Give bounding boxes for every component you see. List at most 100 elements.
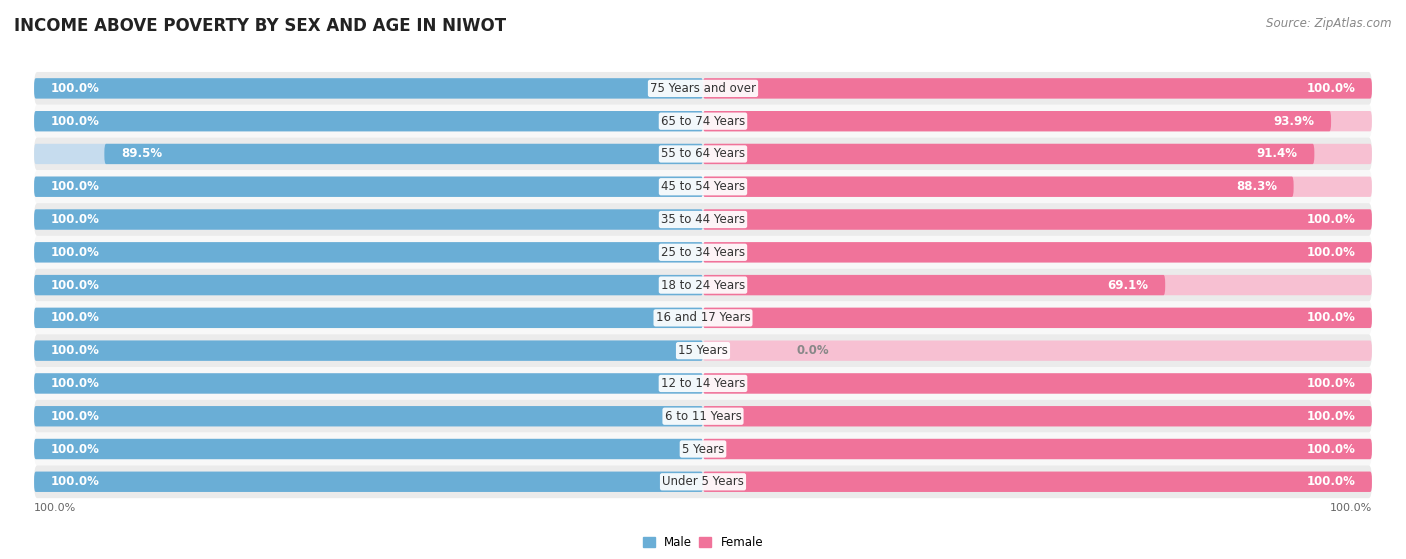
Text: 18 to 24 Years: 18 to 24 Years: [661, 278, 745, 292]
Text: 100.0%: 100.0%: [51, 443, 100, 456]
FancyBboxPatch shape: [34, 373, 703, 394]
Text: 0.0%: 0.0%: [797, 344, 830, 357]
Text: INCOME ABOVE POVERTY BY SEX AND AGE IN NIWOT: INCOME ABOVE POVERTY BY SEX AND AGE IN N…: [14, 17, 506, 35]
FancyBboxPatch shape: [703, 406, 1372, 427]
Text: 25 to 34 Years: 25 to 34 Years: [661, 246, 745, 259]
FancyBboxPatch shape: [703, 439, 1372, 459]
FancyBboxPatch shape: [34, 170, 1372, 203]
FancyBboxPatch shape: [703, 439, 1372, 459]
FancyBboxPatch shape: [34, 177, 703, 197]
FancyBboxPatch shape: [703, 78, 1372, 98]
FancyBboxPatch shape: [703, 275, 1166, 295]
Text: 100.0%: 100.0%: [51, 246, 100, 259]
FancyBboxPatch shape: [703, 275, 1372, 295]
Text: 100.0%: 100.0%: [1306, 443, 1355, 456]
Text: Under 5 Years: Under 5 Years: [662, 475, 744, 489]
Text: 5 Years: 5 Years: [682, 443, 724, 456]
Text: 100.0%: 100.0%: [1306, 410, 1355, 423]
FancyBboxPatch shape: [703, 406, 1372, 427]
FancyBboxPatch shape: [703, 242, 1372, 263]
Text: 35 to 44 Years: 35 to 44 Years: [661, 213, 745, 226]
Text: 100.0%: 100.0%: [51, 410, 100, 423]
FancyBboxPatch shape: [34, 334, 1372, 367]
FancyBboxPatch shape: [34, 138, 1372, 170]
FancyBboxPatch shape: [703, 472, 1372, 492]
FancyBboxPatch shape: [703, 144, 1315, 164]
FancyBboxPatch shape: [34, 406, 703, 427]
FancyBboxPatch shape: [34, 269, 1372, 301]
Text: 6 to 11 Years: 6 to 11 Years: [665, 410, 741, 423]
FancyBboxPatch shape: [34, 439, 703, 459]
FancyBboxPatch shape: [34, 105, 1372, 138]
FancyBboxPatch shape: [34, 406, 703, 427]
FancyBboxPatch shape: [34, 301, 1372, 334]
Text: 100.0%: 100.0%: [1306, 213, 1355, 226]
Text: 93.9%: 93.9%: [1274, 115, 1315, 127]
FancyBboxPatch shape: [34, 472, 703, 492]
Text: 100.0%: 100.0%: [1306, 82, 1355, 95]
FancyBboxPatch shape: [34, 78, 703, 98]
FancyBboxPatch shape: [34, 367, 1372, 400]
FancyBboxPatch shape: [703, 210, 1372, 230]
Text: 100.0%: 100.0%: [51, 180, 100, 193]
FancyBboxPatch shape: [34, 472, 703, 492]
Text: 88.3%: 88.3%: [1236, 180, 1277, 193]
Text: 45 to 54 Years: 45 to 54 Years: [661, 180, 745, 193]
FancyBboxPatch shape: [34, 177, 703, 197]
FancyBboxPatch shape: [703, 78, 1372, 98]
FancyBboxPatch shape: [34, 242, 703, 263]
FancyBboxPatch shape: [703, 177, 1294, 197]
FancyBboxPatch shape: [34, 400, 1372, 433]
FancyBboxPatch shape: [703, 210, 1372, 230]
FancyBboxPatch shape: [703, 373, 1372, 394]
FancyBboxPatch shape: [34, 433, 1372, 466]
Text: 100.0%: 100.0%: [1306, 377, 1355, 390]
FancyBboxPatch shape: [34, 307, 703, 328]
FancyBboxPatch shape: [703, 307, 1372, 328]
Text: 89.5%: 89.5%: [121, 148, 162, 160]
Text: 91.4%: 91.4%: [1257, 148, 1298, 160]
Text: 100.0%: 100.0%: [51, 475, 100, 489]
Text: 15 Years: 15 Years: [678, 344, 728, 357]
FancyBboxPatch shape: [703, 307, 1372, 328]
FancyBboxPatch shape: [34, 210, 703, 230]
FancyBboxPatch shape: [34, 210, 703, 230]
FancyBboxPatch shape: [34, 111, 703, 131]
Text: 16 and 17 Years: 16 and 17 Years: [655, 311, 751, 324]
FancyBboxPatch shape: [34, 111, 703, 131]
FancyBboxPatch shape: [703, 111, 1331, 131]
FancyBboxPatch shape: [34, 340, 703, 361]
FancyBboxPatch shape: [34, 72, 1372, 105]
FancyBboxPatch shape: [34, 307, 703, 328]
Text: 100.0%: 100.0%: [51, 278, 100, 292]
FancyBboxPatch shape: [34, 242, 703, 263]
Text: 65 to 74 Years: 65 to 74 Years: [661, 115, 745, 127]
FancyBboxPatch shape: [34, 78, 703, 98]
FancyBboxPatch shape: [34, 203, 1372, 236]
Text: 75 Years and over: 75 Years and over: [650, 82, 756, 95]
FancyBboxPatch shape: [34, 275, 703, 295]
FancyBboxPatch shape: [34, 373, 703, 394]
Legend: Male, Female: Male, Female: [638, 532, 768, 554]
Text: 100.0%: 100.0%: [1306, 475, 1355, 489]
FancyBboxPatch shape: [703, 340, 1372, 361]
FancyBboxPatch shape: [34, 340, 703, 361]
Text: 69.1%: 69.1%: [1108, 278, 1149, 292]
FancyBboxPatch shape: [703, 472, 1372, 492]
Text: Source: ZipAtlas.com: Source: ZipAtlas.com: [1267, 17, 1392, 30]
Text: 100.0%: 100.0%: [51, 311, 100, 324]
FancyBboxPatch shape: [34, 275, 703, 295]
FancyBboxPatch shape: [703, 144, 1372, 164]
FancyBboxPatch shape: [34, 236, 1372, 269]
FancyBboxPatch shape: [34, 144, 703, 164]
FancyBboxPatch shape: [34, 466, 1372, 498]
Text: 100.0%: 100.0%: [1330, 503, 1372, 513]
FancyBboxPatch shape: [104, 144, 703, 164]
FancyBboxPatch shape: [703, 242, 1372, 263]
FancyBboxPatch shape: [703, 111, 1372, 131]
Text: 100.0%: 100.0%: [51, 377, 100, 390]
FancyBboxPatch shape: [34, 439, 703, 459]
FancyBboxPatch shape: [703, 177, 1372, 197]
Text: 100.0%: 100.0%: [1306, 311, 1355, 324]
Text: 12 to 14 Years: 12 to 14 Years: [661, 377, 745, 390]
